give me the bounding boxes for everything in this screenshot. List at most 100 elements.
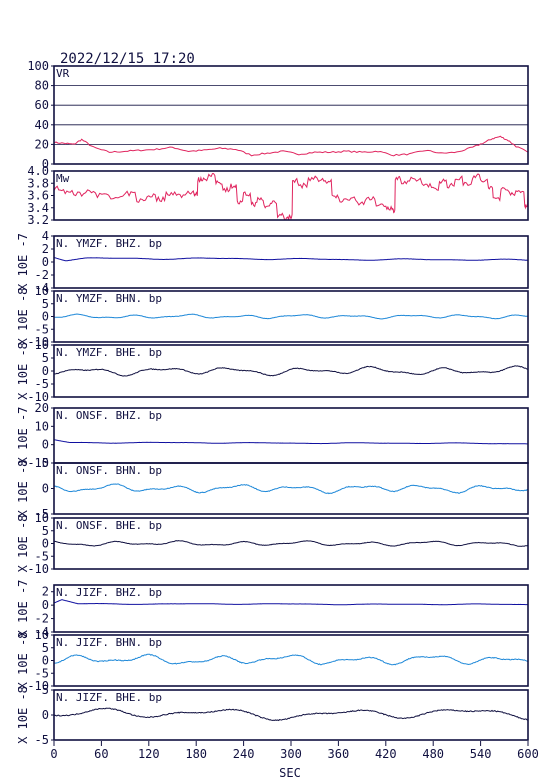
unit-label: X 10E -8: [16, 686, 30, 744]
y-tick-label: 0: [42, 654, 49, 668]
y-tick-label: -4: [35, 281, 49, 295]
panel-frame: [53, 65, 529, 165]
panel-label: N. YMZF. BHN. bp: [56, 292, 162, 305]
panel-label: N. ONSF. BHN. bp: [56, 464, 162, 477]
y-tick-label: 3.8: [27, 176, 49, 190]
panel-label: N. ONSF. BHE. bp: [56, 519, 162, 532]
y-tick-label: -5: [35, 733, 49, 747]
y-tick-label: 20: [35, 137, 49, 151]
x-tick-label: 420: [375, 747, 397, 761]
timestamp: 2022/12/15 17:20: [60, 51, 195, 67]
panel-jizf-bhz: -4-202 N. JIZF. BHZ. bp X 10E -7: [16, 580, 529, 639]
panel-jizf-bhe: -5 0 5 N. JIZF. BHE. bp X 10E -8: [16, 683, 529, 747]
y-tick-label: -2: [35, 612, 49, 626]
panel-label: N. YMZF. BHZ. bp: [56, 237, 162, 250]
series-line-onsf-bhz: [53, 439, 528, 445]
y-tick-label: 60: [35, 98, 49, 112]
y-tick-label: 0: [42, 438, 49, 452]
panel-frame: [53, 170, 529, 221]
x-tick-label: 360: [328, 747, 350, 761]
x-tick-label: 480: [422, 747, 444, 761]
x-tick-label: 600: [517, 747, 539, 761]
panel-label: N. JIZF. BHZ. bp: [56, 586, 162, 599]
panel-label: N. JIZF. BHN. bp: [56, 636, 162, 649]
x-tick-label: 540: [470, 747, 492, 761]
unit-label: X 10E -8: [16, 632, 30, 690]
y-tick-label: 10: [35, 511, 49, 525]
panel-label: VR: [56, 67, 70, 80]
unit-label: X 10E -7: [16, 233, 30, 291]
y-tick-label: 5: [42, 297, 49, 311]
y-tick-label: 0: [42, 598, 49, 612]
panel-label: N. JIZF. BHE. bp: [56, 691, 162, 704]
y-tick-label: 10: [35, 628, 49, 642]
y-tick-label: 80: [35, 79, 49, 93]
y-tick-label: 5: [42, 683, 49, 697]
y-tick-label: 0: [42, 255, 49, 269]
unit-label: X 10E -8: [16, 515, 30, 573]
y-tick-label: 0: [42, 364, 49, 378]
y-tick-label: 10: [35, 419, 49, 433]
y-tick-label: -10: [27, 562, 49, 576]
y-tick-label: 5: [42, 351, 49, 365]
x-tick-label: 0: [50, 747, 57, 761]
y-tick-label: 5: [42, 641, 49, 655]
unit-label: X 10E -8: [16, 460, 30, 518]
y-tick-label: -2: [35, 268, 49, 282]
y-tick-label: 0: [42, 310, 49, 324]
y-tick-label: -4: [35, 625, 49, 639]
y-tick-label: 10: [35, 338, 49, 352]
series-line-jizf-bhn: [53, 653, 529, 666]
y-tick-label: -5: [35, 322, 49, 336]
y-tick-label: 0: [42, 482, 49, 496]
y-tick-label: 100: [27, 59, 49, 73]
series-line-ymzf-bhn: [54, 313, 529, 320]
y-tick-label: 5: [42, 524, 49, 538]
panel-label: Mw: [56, 172, 70, 185]
y-tick-label: 5: [42, 456, 49, 470]
x-tick-label: 120: [138, 747, 160, 761]
series-line-ymzf-bhe: [53, 365, 529, 377]
y-tick-label: 3.6: [27, 189, 49, 203]
unit-label: X 10E -7: [16, 407, 30, 465]
x-tick-label: 180: [185, 747, 207, 761]
x-tick-label: 60: [94, 747, 108, 761]
y-tick-label: -5: [35, 507, 49, 521]
panel-vr: 0 20 40 60 80 100 VR: [27, 59, 529, 171]
y-tick-label: 10: [35, 284, 49, 298]
unit-label: X 10E -7: [16, 580, 30, 638]
series-line-jizf-bhz: [53, 599, 528, 606]
x-axis: 0 60 120 180 240 300 360 420 480 540 600: [50, 741, 539, 761]
series-line-ymzf-bhz: [53, 256, 528, 262]
y-tick-label: 40: [35, 118, 49, 132]
y-tick-label: 0: [42, 157, 49, 171]
y-tick-label: 0: [42, 708, 49, 722]
y-tick-label: 4.0: [27, 164, 49, 178]
panel-label: N. ONSF. BHZ. bp: [56, 409, 162, 422]
series-line-jizf-bhe: [53, 707, 529, 722]
y-tick-label: -5: [35, 377, 49, 391]
series-line-onsf-bhn: [53, 483, 528, 495]
unit-label: X 10E -8: [16, 342, 30, 400]
x-tick-label: 240: [233, 747, 255, 761]
y-tick-label: 3.2: [27, 213, 49, 227]
unit-label: X 10E -8: [16, 288, 30, 346]
y-tick-label: -5: [35, 549, 49, 563]
panel-label: N. YMZF. BHE. bp: [56, 346, 162, 359]
panel-mw: 3.23.43.63.84.0 Mw: [27, 164, 529, 227]
panels: 020406080100VR3.23.43.63.84.0Mw-4-2024N.…: [16, 59, 529, 747]
x-tick-label: 300: [280, 747, 302, 761]
panel-onsf-bhn: -5 0 5 N. ONSF. BHN. bp X 10E -8: [16, 456, 529, 521]
x-axis-label: SEC: [279, 766, 301, 780]
series-line-onsf-bhe: [53, 540, 529, 547]
y-tick-label: -5: [35, 666, 49, 680]
y-tick-label: 3.4: [27, 201, 49, 215]
y-tick-label: 4: [42, 229, 49, 243]
y-tick-label: 2: [42, 242, 49, 256]
y-tick-label: -10: [27, 390, 49, 404]
